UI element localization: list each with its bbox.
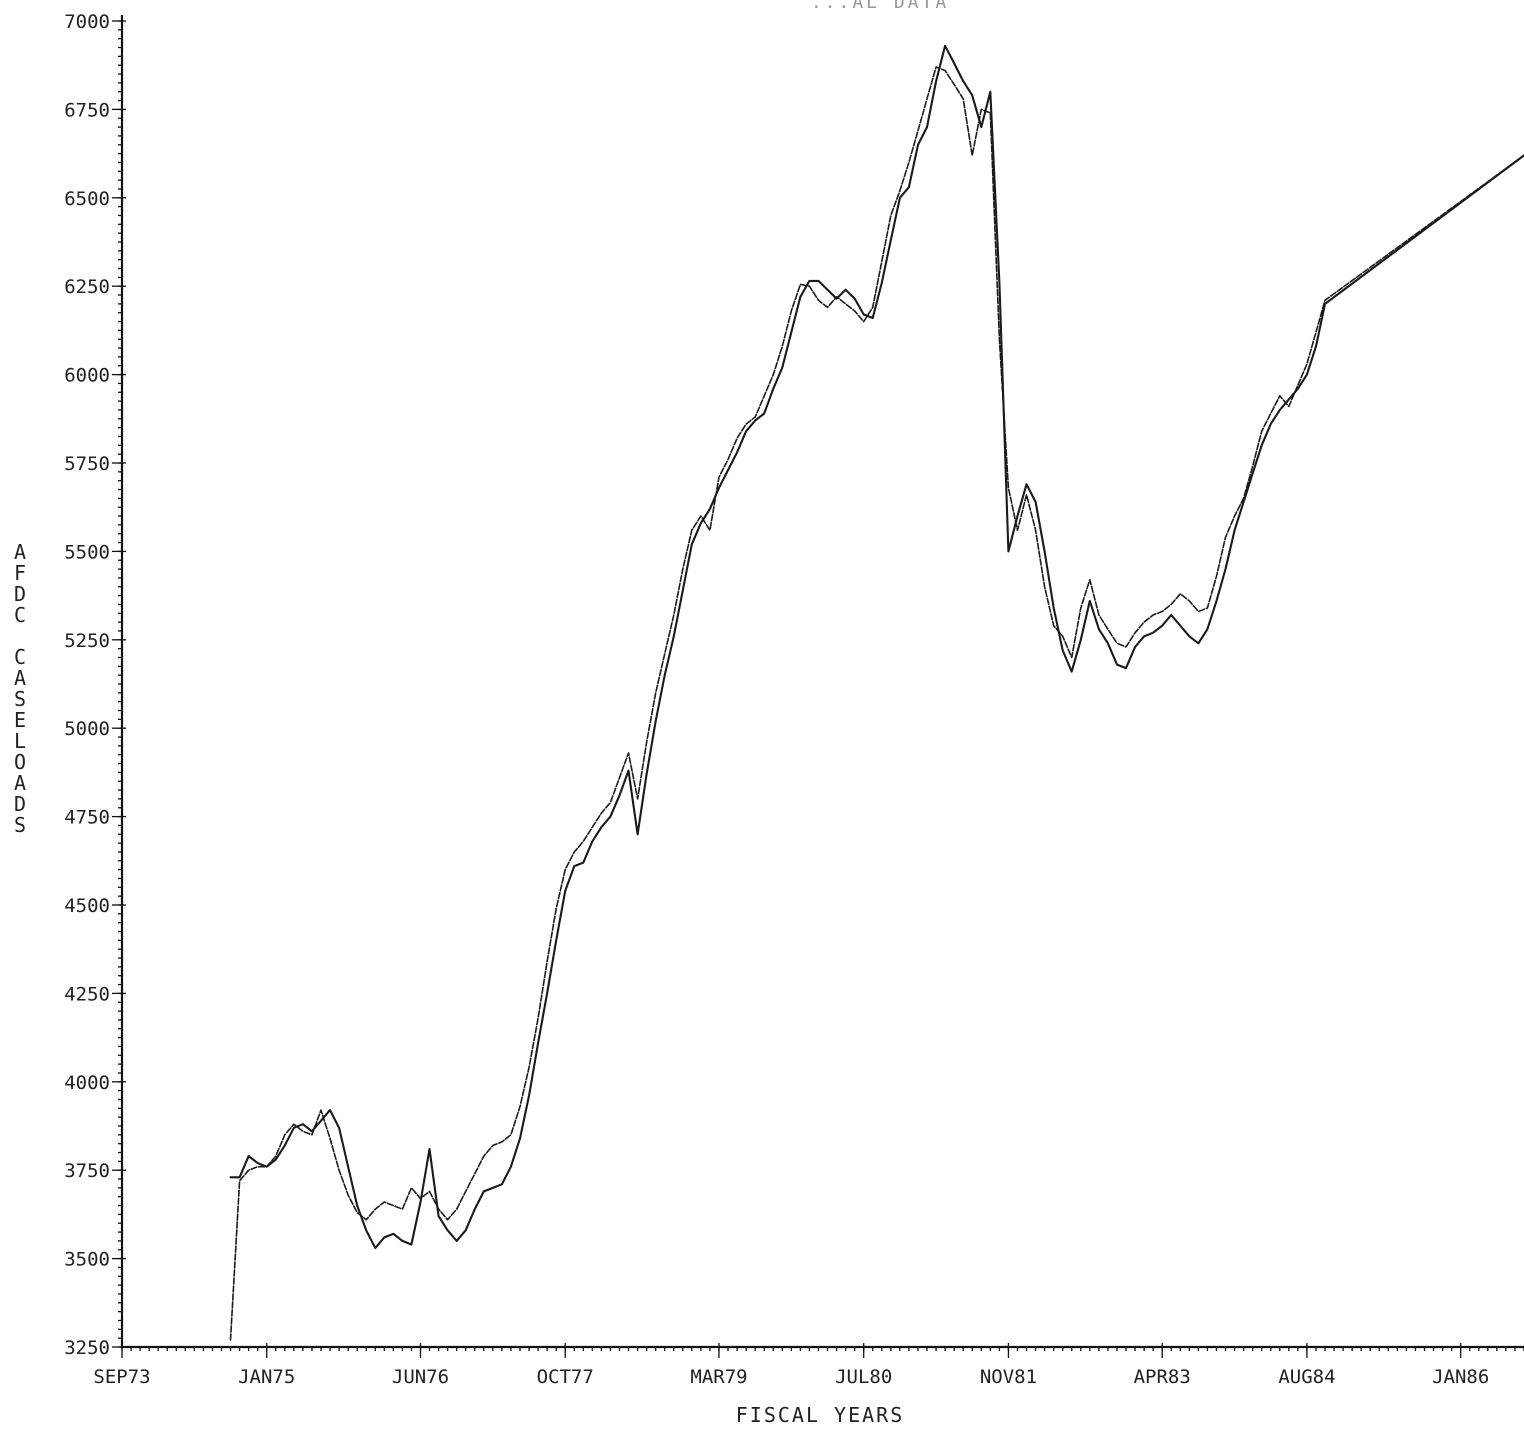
y-tick-label: 4500 [64,895,110,917]
x-tick-label: SEP73 [93,1366,150,1388]
chart-title: ...AL DATA [811,0,949,13]
y-tick-label: 7000 [64,11,110,33]
y-tick-label: 5000 [64,718,110,740]
y-tick-label: 5250 [64,630,110,652]
x-axis-title: FISCAL YEARS [736,1403,905,1427]
series-layer [229,44,1524,1341]
y-axis-title-char: S [14,813,28,837]
y-tick-label: 4250 [64,983,110,1005]
y-axis-title-char: C [14,603,28,627]
y-tick-label: 3250 [64,1337,110,1359]
y-tick-label: 5500 [64,541,110,563]
y-tick-label: 3750 [64,1160,110,1182]
y-tick-label: 5750 [64,453,110,475]
y-axis-title-char: A [14,540,28,564]
y-axis-title-char: D [14,582,28,606]
x-tick-label: OCT77 [537,1366,594,1388]
y-tick-label: 6750 [64,99,110,121]
y-tick-label: 3500 [64,1249,110,1271]
y-axis-title-char: O [14,750,28,774]
x-tick-label: APR83 [1134,1366,1191,1388]
x-tick-label: JAN86 [1432,1366,1489,1388]
y-tick-label: 6250 [64,276,110,298]
x-tick-label: MAR79 [690,1366,747,1388]
x-tick-label: JAN75 [238,1366,295,1388]
y-axis-title-char: A [14,771,28,795]
y-axis-title-char: E [14,708,28,732]
y-axis-title-char: L [14,729,28,753]
y-axis-title-char: A [14,666,28,690]
x-tick-label: NOV81 [980,1366,1037,1388]
x-tick-label: AUG84 [1278,1366,1335,1388]
y-tick-label: 4750 [64,807,110,829]
y-tick-label: 6500 [64,188,110,210]
series-line-1 [229,44,1524,1250]
x-axis: SEP73 JAN75 JUN76 OCT77 MAR79 JUL80 NOV81 APR83… [93,1343,1524,1388]
y-axis-title-char: C [14,645,28,669]
y-axis-title-char: F [14,561,28,585]
y-axis: 3250 3500 3750 4000 4250 4500 4750 5000 5250 5500… [64,11,126,1359]
series-line-2 [229,66,1524,1341]
y-axis-title-char: D [14,792,28,816]
x-tick-label: JUL80 [835,1366,892,1388]
x-tick-label: JUN76 [392,1366,449,1388]
y-tick-label: 4000 [64,1072,110,1094]
y-axis-title-char: S [14,687,28,711]
y-tick-label: 6000 [64,365,110,387]
